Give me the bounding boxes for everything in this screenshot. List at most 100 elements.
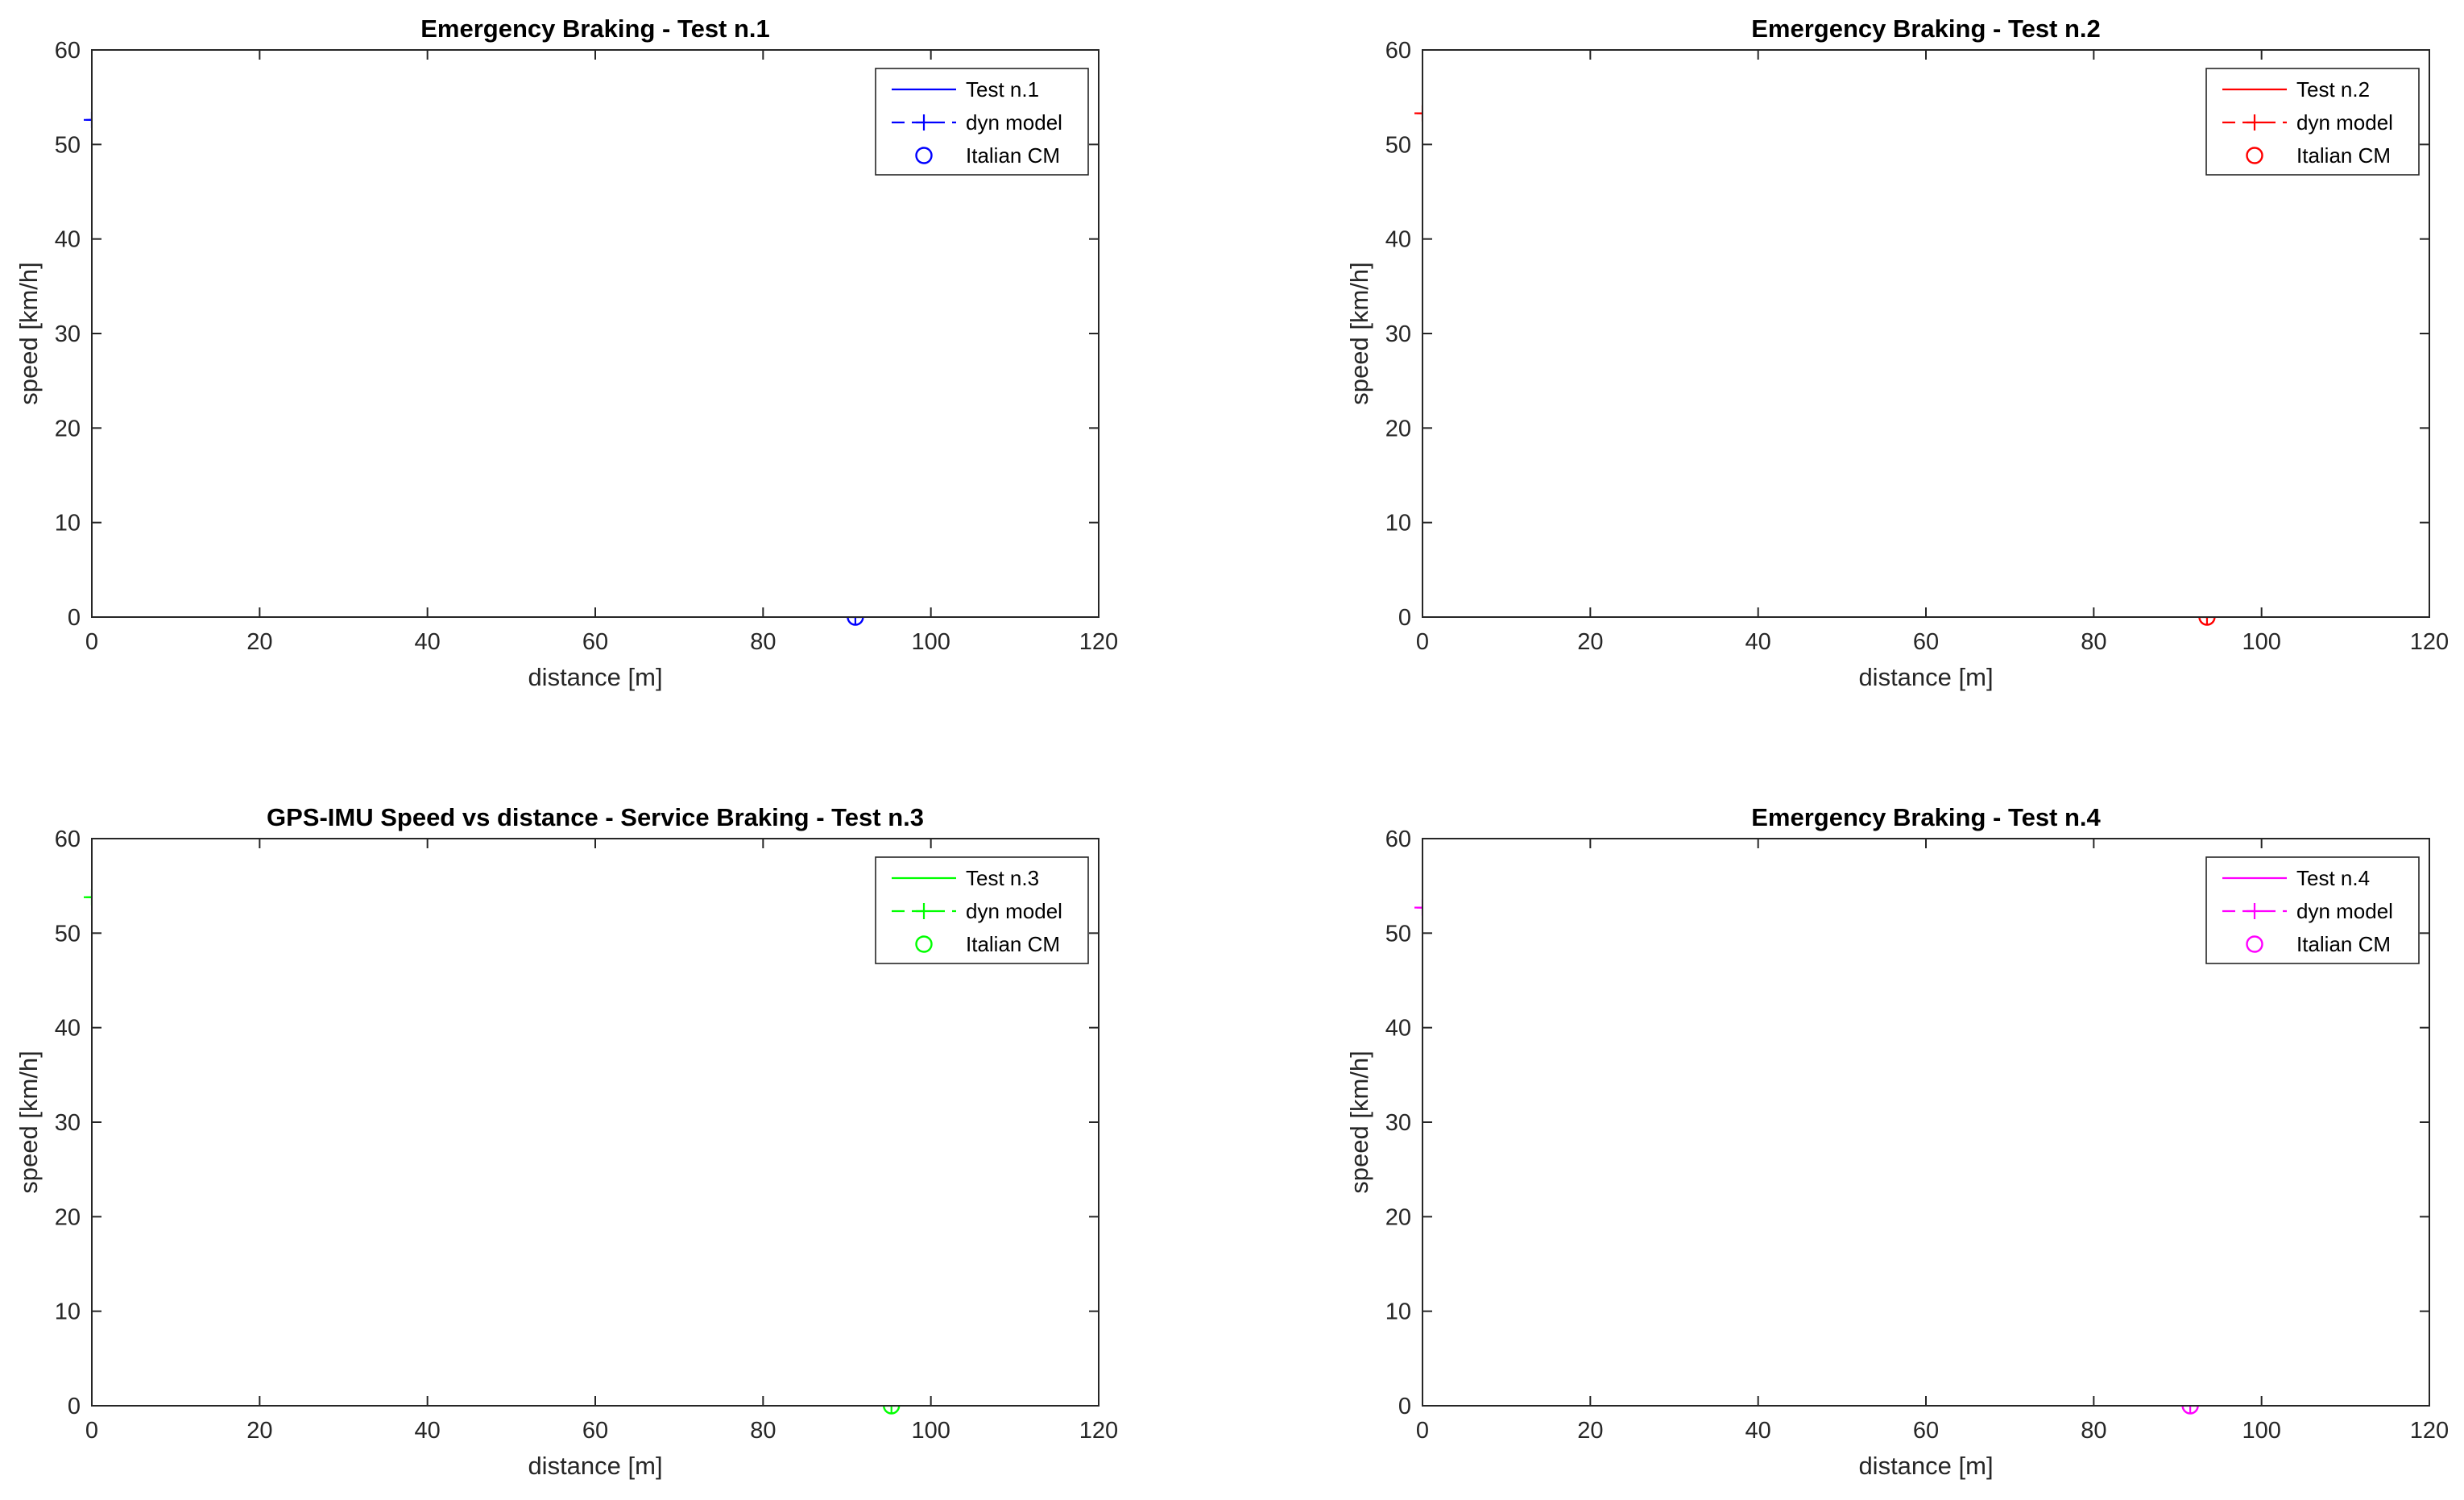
y-tick-label: 0 [1398, 605, 1411, 631]
legend-label: Test n.4 [2296, 866, 2370, 890]
legend-label: Italian CM [2296, 143, 2391, 168]
y-tick-label: 60 [1385, 827, 1411, 852]
y-tick-label: 50 [1385, 921, 1411, 947]
y-axis-label: speed [km/h] [14, 262, 43, 404]
legend-label: Test n.2 [2296, 77, 2370, 102]
legend-label: Italian CM [2296, 932, 2391, 956]
y-tick-label: 10 [55, 1299, 81, 1325]
y-tick-label: 20 [1385, 1204, 1411, 1230]
legend: Test n.1 dyn model Italian CM [875, 68, 1089, 176]
legend-label: Test n.3 [966, 866, 1039, 890]
y-tick-label: 30 [1385, 321, 1411, 347]
x-tick-label: 120 [1079, 629, 1118, 655]
y-tick-label: 10 [1385, 511, 1411, 537]
legend-circle-marker [2246, 935, 2263, 953]
y-tick-label: 0 [68, 605, 81, 631]
chart-title: Emergency Braking - Test n.1 [420, 15, 770, 43]
legend: Test n.3 dyn model Italian CM [875, 856, 1089, 964]
legend-label: Italian CM [966, 932, 1060, 956]
y-tick-label: 40 [1385, 227, 1411, 253]
legend-label: Italian CM [966, 143, 1060, 168]
legend-plus-marker [916, 114, 932, 131]
x-tick-label: 100 [2242, 1418, 2280, 1444]
y-tick-label: 50 [55, 921, 81, 947]
y-tick-label: 20 [1385, 416, 1411, 441]
chart-title: GPS-IMU Speed vs distance - Service Brak… [267, 803, 924, 831]
x-tick-label: 100 [911, 629, 950, 655]
legend-circle-marker [915, 935, 933, 953]
x-tick-label: 60 [1913, 629, 1939, 655]
y-axis-label: speed [km/h] [1345, 262, 1373, 404]
legend-label: dyn model [2296, 899, 2393, 923]
x-tick-label: 60 [1913, 1418, 1939, 1444]
chart-panel-1: 0 20 40 60 80 100 120 0 10 20 30 40 50 60 distance [m]… [14, 15, 1118, 691]
x-tick-label: 80 [2081, 629, 2106, 655]
y-tick-label: 10 [1385, 1299, 1411, 1325]
legend-box [2205, 68, 2420, 176]
y-tick-label: 60 [55, 38, 81, 64]
y-tick-label: 50 [55, 132, 81, 158]
y-tick-label: 30 [55, 321, 81, 347]
x-tick-label: 0 [85, 629, 98, 655]
y-axis-label: speed [km/h] [14, 1050, 43, 1193]
legend: Test n.4 dyn model Italian CM [2205, 856, 2420, 964]
y-axis-label: speed [km/h] [1345, 1050, 1373, 1193]
legend-circle-marker [2246, 147, 2263, 164]
chart-panel-4: 0 20 40 60 80 100 120 0 10 20 30 40 50 60 distance [m]… [1345, 803, 2449, 1480]
chart-title: Emergency Braking - Test n.4 [1751, 803, 2101, 831]
x-tick-label: 120 [2410, 1418, 2449, 1444]
y-tick-label: 50 [1385, 132, 1411, 158]
y-tick-label: 40 [55, 1016, 81, 1042]
legend-plus-marker [2247, 903, 2263, 919]
x-tick-label: 100 [911, 1418, 950, 1444]
y-tick-label: 40 [55, 227, 81, 253]
x-tick-label: 80 [2081, 1418, 2106, 1444]
chart-panel-3: 0 20 40 60 80 100 120 0 10 20 30 40 50 60 distance [m]… [14, 803, 1118, 1480]
y-tick-label: 30 [1385, 1110, 1411, 1136]
x-tick-label: 40 [415, 1418, 441, 1444]
chart-panel-2: 0 20 40 60 80 100 120 0 10 20 30 40 50 60 distance [m]… [1345, 15, 2449, 691]
y-tick-label: 20 [55, 416, 81, 441]
x-tick-label: 20 [246, 1418, 272, 1444]
x-tick-label: 120 [2410, 629, 2449, 655]
x-tick-label: 120 [1079, 1418, 1118, 1444]
x-tick-label: 40 [1746, 629, 1771, 655]
legend-label: Test n.1 [966, 77, 1039, 102]
legend-label: dyn model [966, 110, 1062, 135]
legend-box [875, 68, 1089, 176]
x-tick-label: 80 [750, 629, 776, 655]
x-axis-label: distance [m] [1858, 663, 1993, 691]
legend-box [875, 856, 1089, 964]
y-tick-label: 30 [55, 1110, 81, 1136]
x-tick-label: 0 [1416, 1418, 1429, 1444]
legend-plus-marker [2247, 114, 2263, 131]
x-axis-label: distance [m] [528, 663, 662, 691]
x-tick-label: 40 [1746, 1418, 1771, 1444]
legend-label: dyn model [2296, 110, 2393, 135]
chart-title: Emergency Braking - Test n.2 [1751, 15, 2101, 43]
x-tick-label: 40 [415, 629, 441, 655]
x-tick-label: 100 [2242, 629, 2280, 655]
x-tick-label: 0 [1416, 629, 1429, 655]
y-tick-label: 40 [1385, 1016, 1411, 1042]
y-tick-label: 0 [68, 1394, 81, 1419]
legend-plus-marker [916, 903, 932, 919]
x-tick-label: 80 [750, 1418, 776, 1444]
x-axis-label: distance [m] [528, 1452, 662, 1480]
y-tick-label: 60 [1385, 38, 1411, 64]
x-tick-label: 20 [246, 629, 272, 655]
y-tick-label: 20 [55, 1204, 81, 1230]
y-tick-label: 0 [1398, 1394, 1411, 1419]
legend: Test n.2 dyn model Italian CM [2205, 68, 2420, 176]
x-tick-label: 20 [1577, 1418, 1603, 1444]
y-tick-label: 60 [55, 827, 81, 852]
legend-box [2205, 856, 2420, 964]
x-tick-label: 0 [85, 1418, 98, 1444]
x-tick-label: 20 [1577, 629, 1603, 655]
x-tick-label: 60 [582, 1418, 608, 1444]
x-tick-label: 60 [582, 629, 608, 655]
x-axis-label: distance [m] [1858, 1452, 1993, 1480]
legend-label: dyn model [966, 899, 1062, 923]
y-tick-label: 10 [55, 511, 81, 537]
